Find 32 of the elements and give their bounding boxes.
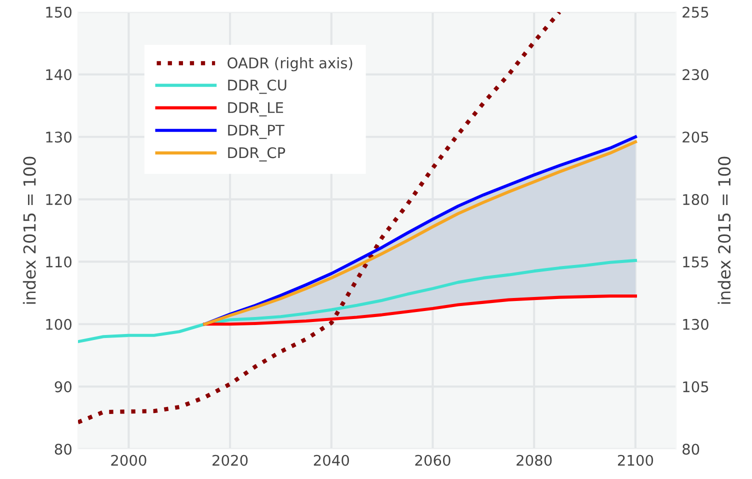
- legend-label: DDR_LE: [228, 102, 284, 116]
- y2-tick-label: 130: [683, 318, 708, 330]
- y-tick-label: 100: [46, 318, 72, 330]
- legend-label: DDR_CU: [228, 80, 286, 94]
- x-tick-label: 2100: [618, 454, 654, 466]
- y-tick-label: 120: [46, 194, 72, 206]
- line-series: [78, 12, 562, 424]
- y-tick-label: 90: [54, 381, 72, 392]
- line-series: [78, 258, 637, 344]
- y2-tick-label: 80: [682, 444, 700, 455]
- y2-tick-label: 230: [682, 69, 708, 80]
- x-tick-label: 2040: [314, 454, 349, 466]
- y2-tick-label: 255: [682, 6, 708, 18]
- y2-tick-label: 205: [682, 132, 708, 143]
- y-tick-label: 80: [54, 444, 72, 455]
- y2-axis-title: index 2015 = 100: [718, 156, 731, 304]
- y2-tick-label: 105: [683, 381, 708, 392]
- y2-tick-label: 180: [683, 194, 708, 206]
- y2-tick-label: 155: [683, 256, 708, 268]
- y-tick-label: 130: [46, 132, 72, 143]
- line-series: [203, 294, 637, 326]
- y-axis-title: index 2015 = 100: [22, 156, 36, 304]
- y-tick-label: 150: [46, 6, 72, 18]
- x-tick-label: 2080: [516, 454, 552, 466]
- y-tick-label: 110: [46, 256, 72, 268]
- x-tick-label: 2020: [212, 454, 248, 466]
- y-tick-label: 140: [46, 69, 72, 80]
- legend-label: DDR_PT: [228, 124, 284, 139]
- legend-label: DDR_CP: [228, 147, 286, 162]
- legend-label: OADR (right axis): [228, 57, 352, 72]
- x-tick-label: 2000: [111, 454, 146, 466]
- x-tick-label: 2060: [415, 454, 450, 466]
